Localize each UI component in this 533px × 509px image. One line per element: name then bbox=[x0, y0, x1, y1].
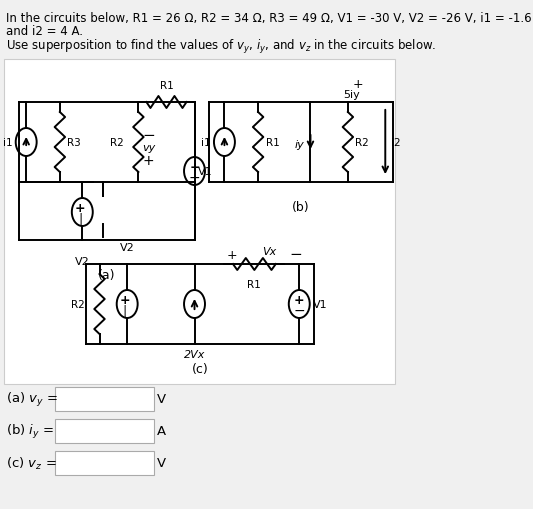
Text: +: + bbox=[189, 160, 200, 173]
Text: R1: R1 bbox=[159, 81, 173, 91]
Text: R1: R1 bbox=[247, 279, 261, 290]
Text: (b) $i_y$ =: (b) $i_y$ = bbox=[6, 422, 54, 440]
Text: R2: R2 bbox=[71, 299, 85, 309]
Text: R2: R2 bbox=[110, 138, 124, 148]
Text: R1: R1 bbox=[265, 138, 279, 148]
Text: 2Vx: 2Vx bbox=[184, 349, 205, 359]
Text: i1: i1 bbox=[3, 138, 13, 148]
Text: (c): (c) bbox=[192, 362, 208, 375]
Text: (b): (b) bbox=[292, 201, 310, 214]
Text: −: − bbox=[289, 246, 302, 262]
Text: V: V bbox=[157, 393, 166, 406]
Text: i1: i1 bbox=[201, 138, 211, 148]
Text: (a): (a) bbox=[98, 268, 115, 281]
FancyBboxPatch shape bbox=[4, 60, 395, 384]
Text: Vx: Vx bbox=[262, 246, 277, 257]
Text: (a) $v_y$ =: (a) $v_y$ = bbox=[6, 390, 58, 408]
Text: i2: i2 bbox=[391, 138, 401, 148]
Text: −: − bbox=[142, 127, 155, 142]
Text: V2: V2 bbox=[120, 242, 134, 252]
Text: R3: R3 bbox=[67, 138, 81, 148]
Text: +: + bbox=[142, 154, 154, 167]
Text: +: + bbox=[352, 78, 363, 91]
Text: vy: vy bbox=[142, 143, 156, 153]
FancyBboxPatch shape bbox=[55, 387, 154, 411]
Text: +: + bbox=[227, 248, 237, 262]
Text: |: | bbox=[78, 212, 82, 225]
Text: In the circuits below, R1 = 26 Ω, R2 = 34 Ω, R3 = 49 Ω, V1 = -30 V, V2 = -26 V, : In the circuits below, R1 = 26 Ω, R2 = 3… bbox=[6, 12, 533, 25]
Text: +: + bbox=[75, 201, 85, 214]
Text: +: + bbox=[294, 293, 304, 306]
Text: A: A bbox=[157, 425, 166, 438]
Text: −: − bbox=[189, 171, 200, 185]
Text: +: + bbox=[119, 293, 130, 306]
Text: 5iy: 5iy bbox=[343, 90, 360, 100]
FancyBboxPatch shape bbox=[55, 419, 154, 443]
Text: iy: iy bbox=[295, 140, 304, 150]
Text: Use superposition to find the values of $v_y$, $i_y$, and $v_z$ in the circuits : Use superposition to find the values of … bbox=[6, 38, 437, 56]
Text: (c) $v_z$ =: (c) $v_z$ = bbox=[6, 455, 56, 471]
Text: and i2 = 4 A.: and i2 = 4 A. bbox=[6, 25, 83, 38]
Text: R2: R2 bbox=[356, 138, 369, 148]
Text: V1: V1 bbox=[313, 299, 327, 309]
Text: −: − bbox=[294, 303, 305, 318]
Text: V: V bbox=[157, 457, 166, 470]
Text: V2: V2 bbox=[75, 257, 90, 267]
FancyBboxPatch shape bbox=[55, 451, 154, 475]
Text: |: | bbox=[123, 304, 127, 317]
Text: V1: V1 bbox=[198, 166, 213, 177]
